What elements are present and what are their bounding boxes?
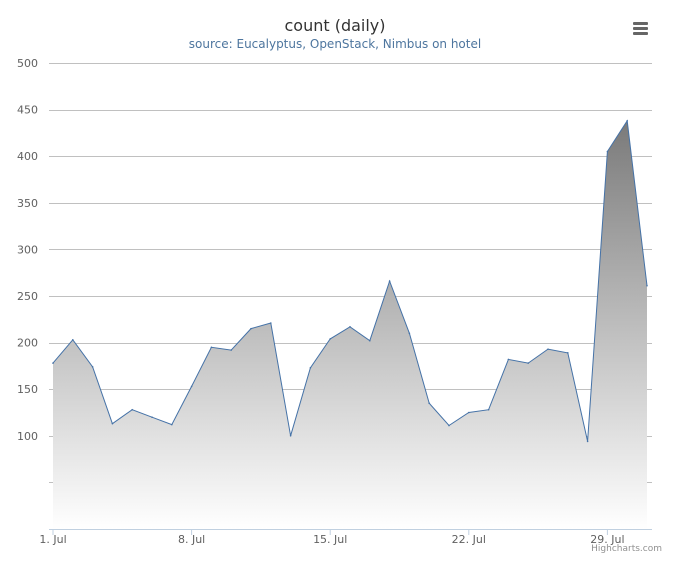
data-point	[111, 422, 114, 425]
data-point	[171, 423, 173, 426]
y-tick-label: 250	[17, 290, 38, 303]
y-tick-label: 100	[17, 430, 38, 443]
data-point	[151, 416, 153, 418]
data-point	[369, 339, 371, 342]
data-point	[626, 119, 628, 122]
x-tick-label: 1. Jul	[39, 533, 66, 546]
x-tick-label: 8. Jul	[178, 533, 205, 546]
data-point	[487, 408, 490, 411]
y-tick-label: 450	[17, 104, 38, 117]
data-point	[527, 362, 529, 364]
data-point	[250, 327, 252, 330]
data-point	[329, 338, 332, 340]
data-point	[408, 332, 411, 335]
y-tick-label: 300	[17, 243, 38, 256]
data-point	[448, 424, 450, 427]
y-tick-label: 500	[17, 57, 38, 70]
data-point	[606, 150, 609, 153]
x-tick-label: 22. Jul	[452, 533, 486, 546]
data-point	[230, 349, 232, 351]
x-tick-label: 15. Jul	[313, 533, 347, 546]
y-tick-label: 400	[17, 150, 38, 163]
y-tick-label: 150	[17, 383, 38, 396]
data-point	[289, 435, 292, 437]
series-area	[52, 119, 648, 530]
export-menu-button[interactable]	[628, 18, 652, 40]
credits-label[interactable]: Highcharts.com	[591, 544, 662, 554]
data-point	[468, 411, 470, 414]
x-tick-label: 29. Jul	[590, 533, 624, 546]
data-point	[91, 366, 94, 368]
data-point	[72, 339, 74, 341]
series-area-fill	[53, 120, 647, 530]
y-tick-label: 350	[17, 197, 38, 210]
data-point	[567, 352, 569, 354]
y-tick-label: 200	[17, 337, 38, 350]
data-point	[309, 366, 312, 369]
data-point	[210, 346, 213, 349]
data-point	[646, 284, 648, 287]
data-point	[428, 402, 431, 404]
data-point	[349, 325, 351, 328]
y-axis-labels: 100 150 200 250 300 350 400 450 500	[17, 57, 38, 443]
data-point	[270, 322, 272, 324]
data-point	[586, 440, 589, 443]
data-point	[388, 280, 391, 282]
data-point	[190, 385, 193, 388]
data-point	[52, 362, 54, 364]
x-axis: 1. Jul 8. Jul 15. Jul 22. Jul 29. Jul	[39, 529, 652, 546]
data-point	[131, 408, 133, 411]
data-point	[547, 348, 549, 350]
chart-title: count (daily)	[284, 16, 386, 35]
data-point	[507, 358, 510, 361]
chart-subtitle: source: Eucalyptus, OpenStack, Nimbus on…	[188, 37, 482, 51]
